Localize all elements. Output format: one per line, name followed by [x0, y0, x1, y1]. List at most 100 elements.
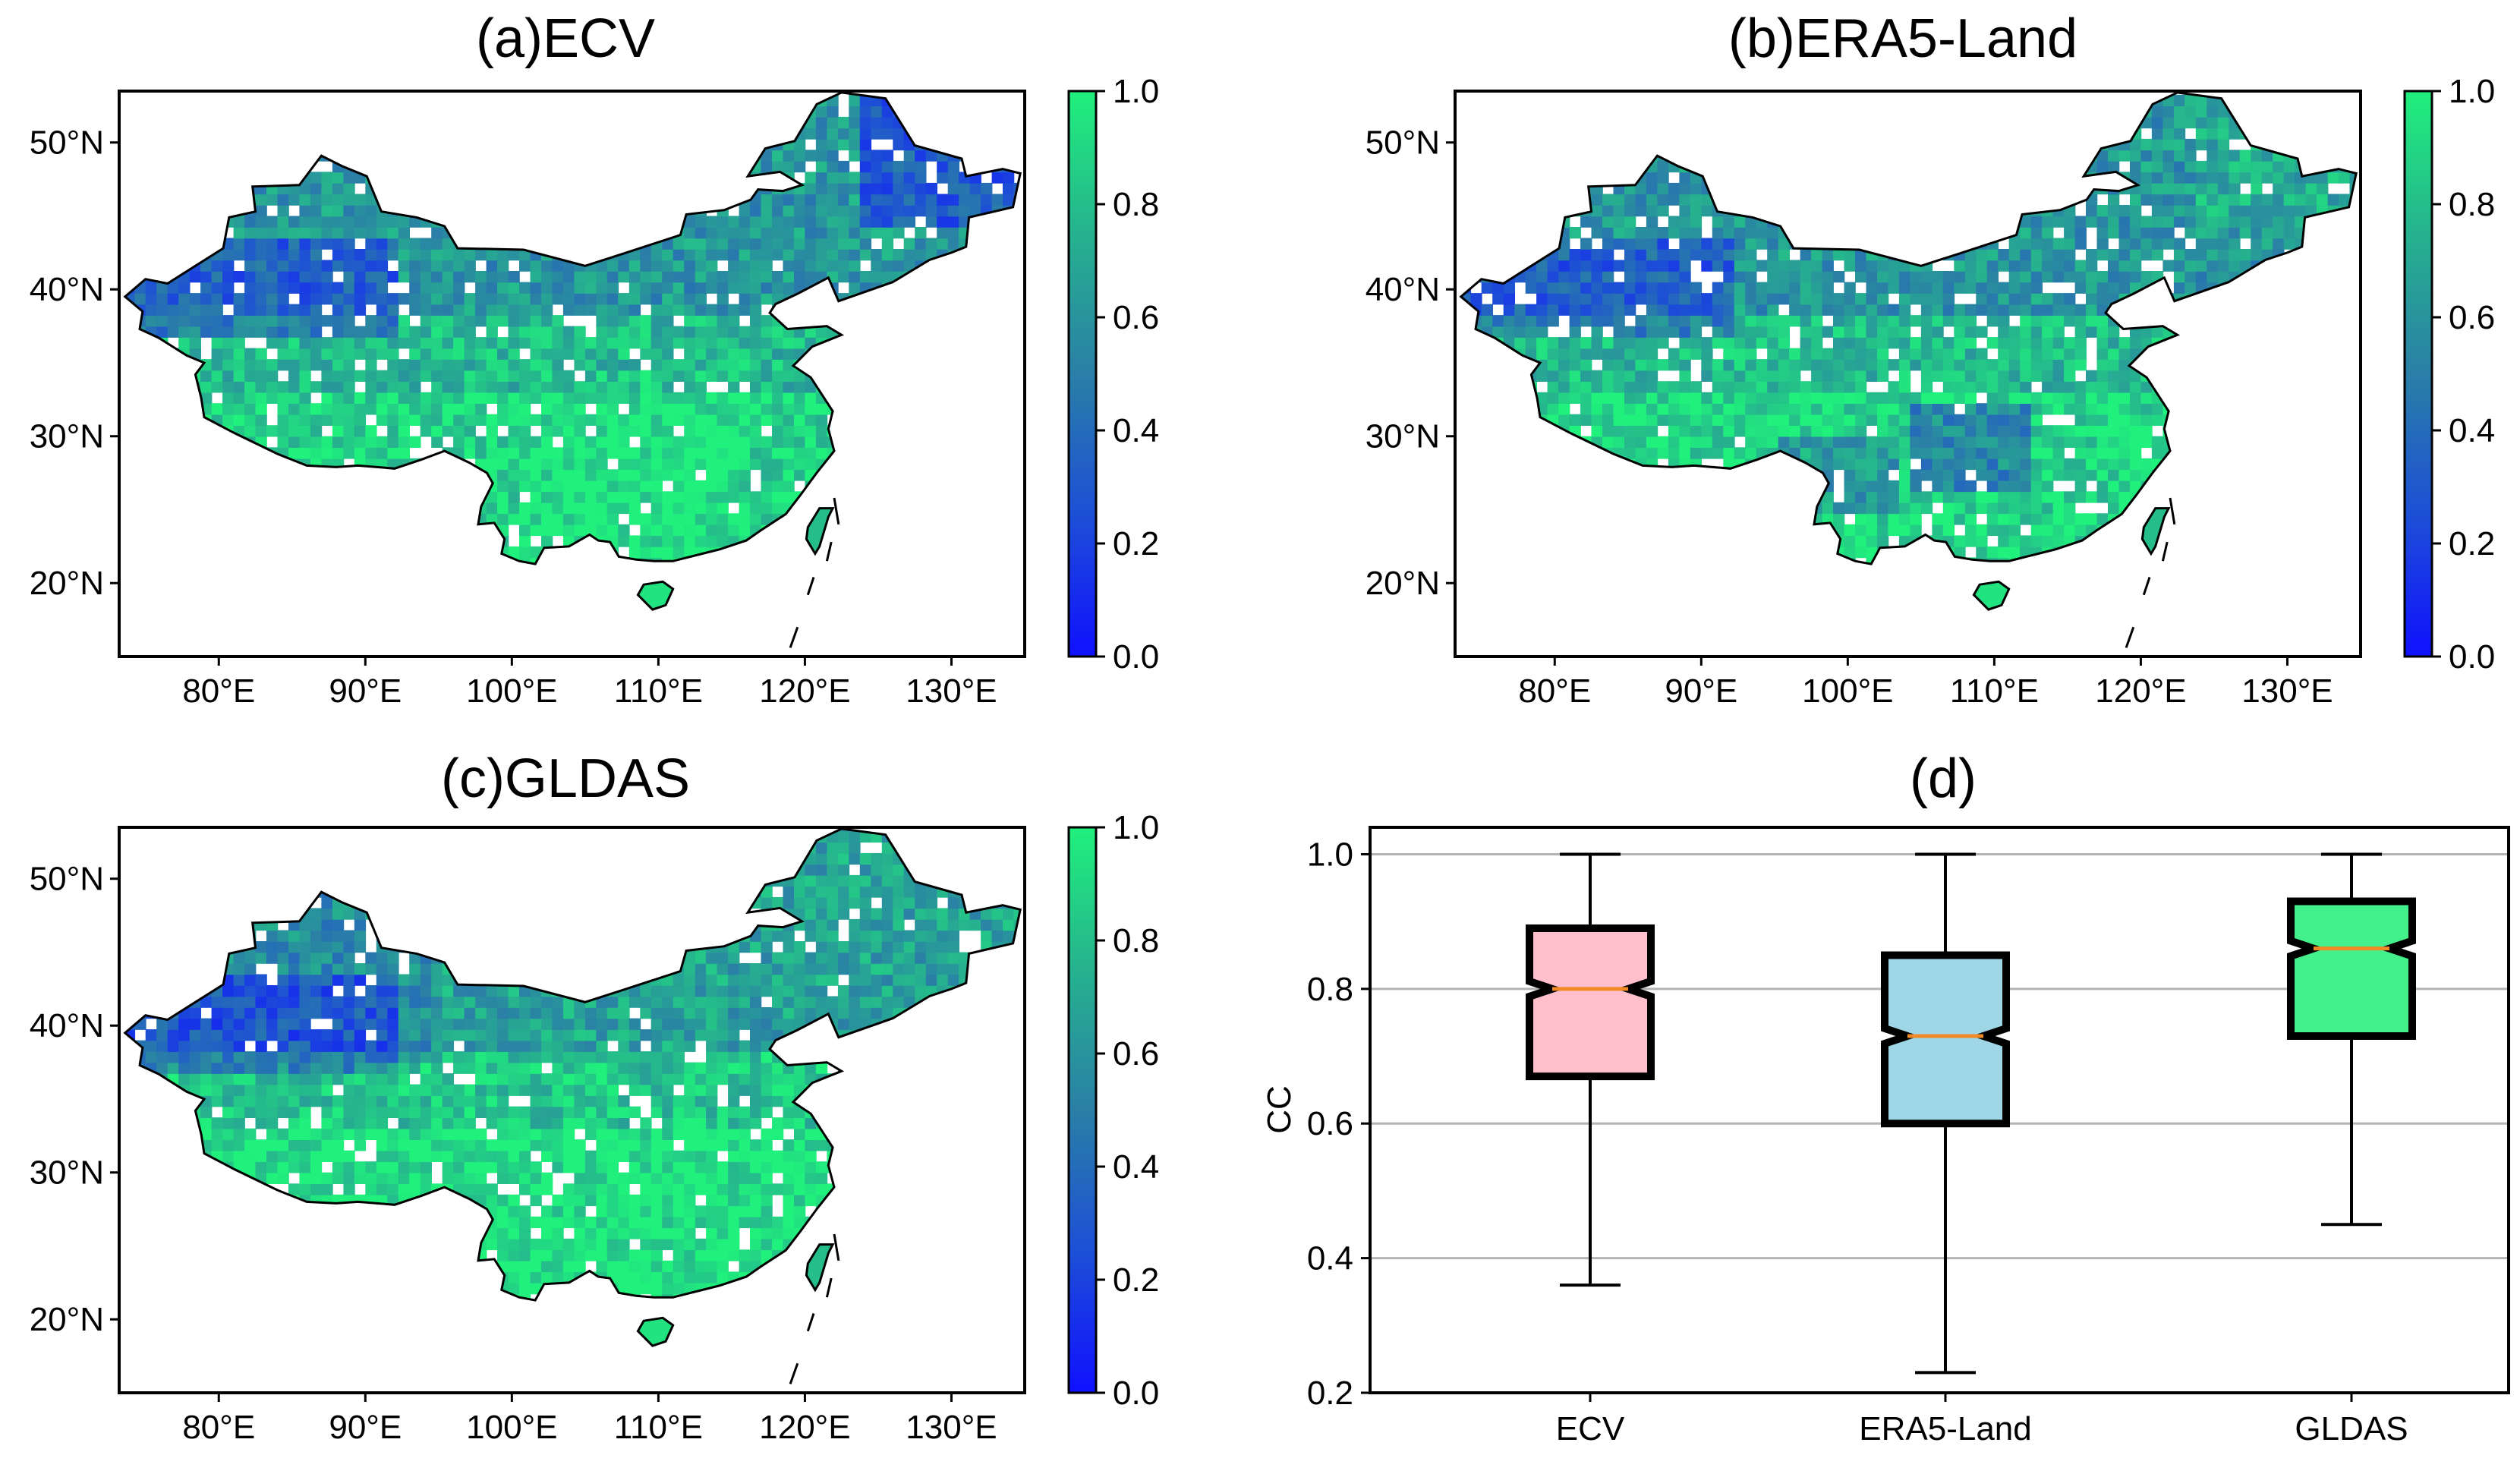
- cc-cell: [706, 249, 718, 261]
- cc-cell: [508, 447, 520, 459]
- cc-cell: [584, 249, 597, 261]
- cc-cell: [849, 182, 861, 195]
- cc-cell: [717, 348, 729, 360]
- cc-cell: [1789, 94, 1801, 107]
- cc-cell: [1558, 491, 1570, 503]
- cc-cell: [1580, 138, 1592, 151]
- cc-cell: [1460, 403, 1472, 415]
- cc-cell: [244, 403, 257, 415]
- cc-cell: [717, 480, 729, 493]
- cc-cell: [431, 138, 443, 151]
- cc-cell: [475, 182, 487, 195]
- cc-cell: [959, 546, 971, 559]
- cc-cell: [662, 425, 674, 437]
- cc-cell: [1003, 172, 1015, 184]
- cc-cell: [288, 238, 301, 250]
- cc-cell: [200, 304, 213, 316]
- cc-cell: [969, 535, 981, 547]
- cc-cell: [189, 414, 201, 426]
- cc-cell: [772, 403, 784, 415]
- cc-cell: [1460, 128, 1472, 140]
- cc-cell: [783, 414, 795, 426]
- cc-cell: [156, 194, 169, 206]
- cc-cell: [1745, 249, 1757, 261]
- cc-cell: [552, 480, 564, 493]
- cc-cell: [1734, 326, 1746, 338]
- cc-cell: [1624, 546, 1636, 559]
- cc-cell: [903, 260, 915, 272]
- cc-cell: [310, 591, 322, 602]
- cc-cell: [1635, 249, 1647, 261]
- cc-cell: [706, 172, 718, 184]
- cc-cell: [584, 128, 597, 140]
- cc-cell: [519, 579, 531, 591]
- cc-cell: [541, 94, 553, 107]
- cc-cell: [310, 304, 323, 316]
- cc-cell: [409, 304, 421, 316]
- cc-cell: [650, 403, 663, 415]
- cc-cell: [431, 403, 443, 415]
- cc-cell: [1734, 194, 1746, 206]
- cc-cell: [244, 568, 256, 580]
- cc-cell: [420, 249, 432, 261]
- cc-cell: [1470, 249, 1482, 261]
- cc-cell: [1558, 282, 1570, 294]
- cc-cell: [1569, 546, 1581, 559]
- cc-cell: [365, 271, 377, 283]
- cc-cell: [497, 601, 509, 613]
- cc-cell: [1492, 182, 1504, 195]
- cc-cell: [673, 403, 685, 415]
- cc-cell: [937, 205, 949, 217]
- cc-cell: [815, 194, 828, 206]
- cc-cell: [1778, 480, 1790, 493]
- cc-cell: [189, 480, 201, 493]
- cc-cell: [915, 304, 927, 316]
- cc-cell: [959, 94, 971, 107]
- cc-cell: [1635, 260, 1647, 272]
- cc-cell: [596, 370, 608, 382]
- cc-cell: [849, 116, 861, 129]
- cc-cell: [728, 271, 740, 283]
- cc-cell: [398, 546, 410, 559]
- cc-cell: [1679, 128, 1691, 140]
- cc-cell: [256, 591, 267, 602]
- cc-cell: [903, 348, 915, 360]
- cc-cell: [1503, 249, 1515, 261]
- cc-cell: [1635, 94, 1647, 107]
- cc-cell: [1734, 348, 1746, 360]
- cc-cell: [992, 568, 1003, 580]
- cc-cell: [167, 128, 179, 140]
- cc-cell: [640, 535, 652, 547]
- cc-cell: [321, 348, 333, 360]
- cc-cell: [1514, 160, 1526, 173]
- cc-cell: [871, 359, 883, 371]
- cc-cell: [145, 138, 157, 151]
- cc-cell: [750, 282, 762, 294]
- cc-cell: [1514, 370, 1526, 382]
- cc-cell: [783, 381, 795, 393]
- cc-cell: [387, 348, 399, 360]
- cc-cell: [893, 535, 905, 547]
- cc-cell: [343, 359, 355, 371]
- cc-cell: [1591, 513, 1603, 525]
- cc-cell: [431, 579, 443, 591]
- cc-cell: [1460, 337, 1472, 349]
- cc-cell: [310, 293, 323, 305]
- cc-cell: [332, 92, 345, 96]
- cc-cell: [662, 106, 674, 118]
- cc-cell: [772, 205, 784, 217]
- cc-cell: [332, 293, 345, 305]
- cc-cell: [618, 568, 629, 580]
- cc-cell: [903, 381, 915, 393]
- cc-cell: [211, 182, 223, 195]
- cc-cell: [310, 414, 323, 426]
- cc-cell: [299, 238, 311, 250]
- cc-cell: [1712, 414, 1725, 426]
- cc-cell: [1734, 392, 1746, 404]
- cc-cell: [1547, 447, 1559, 459]
- cc-cell: [706, 436, 718, 448]
- cc-cell: [662, 116, 674, 129]
- cc-cell: [1558, 381, 1570, 393]
- cc-cell: [178, 480, 191, 493]
- cc-cell: [574, 436, 586, 448]
